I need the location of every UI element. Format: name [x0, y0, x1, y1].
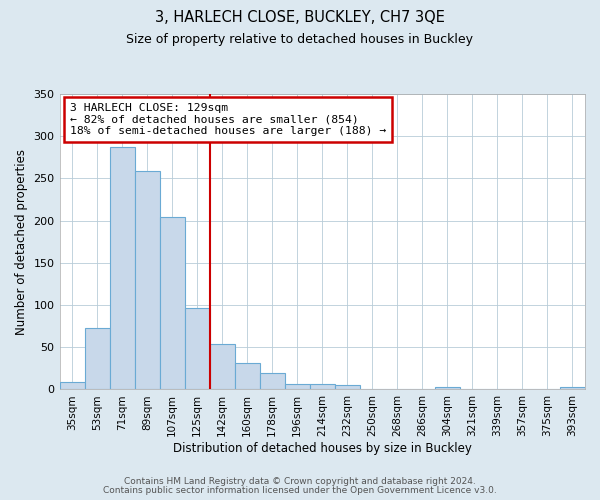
- Bar: [185, 308, 209, 390]
- Text: 3 HARLECH CLOSE: 129sqm
← 82% of detached houses are smaller (854)
18% of semi-d: 3 HARLECH CLOSE: 129sqm ← 82% of detache…: [70, 103, 386, 136]
- Bar: [260, 372, 285, 390]
- Bar: [160, 217, 185, 390]
- Bar: [110, 147, 134, 390]
- Text: Size of property relative to detached houses in Buckley: Size of property relative to detached ho…: [127, 32, 473, 46]
- Text: Contains HM Land Registry data © Crown copyright and database right 2024.: Contains HM Land Registry data © Crown c…: [124, 477, 476, 486]
- Bar: [59, 382, 85, 390]
- Text: Contains public sector information licensed under the Open Government Licence v3: Contains public sector information licen…: [103, 486, 497, 495]
- Bar: [134, 171, 160, 390]
- Text: 3, HARLECH CLOSE, BUCKLEY, CH7 3QE: 3, HARLECH CLOSE, BUCKLEY, CH7 3QE: [155, 10, 445, 25]
- Bar: [85, 328, 110, 390]
- Bar: [335, 385, 360, 390]
- Bar: [285, 384, 310, 390]
- Bar: [235, 364, 260, 390]
- Bar: [310, 384, 335, 390]
- Bar: [435, 387, 460, 390]
- Bar: [209, 344, 235, 390]
- Bar: [560, 387, 585, 390]
- X-axis label: Distribution of detached houses by size in Buckley: Distribution of detached houses by size …: [173, 442, 472, 455]
- Y-axis label: Number of detached properties: Number of detached properties: [15, 148, 28, 334]
